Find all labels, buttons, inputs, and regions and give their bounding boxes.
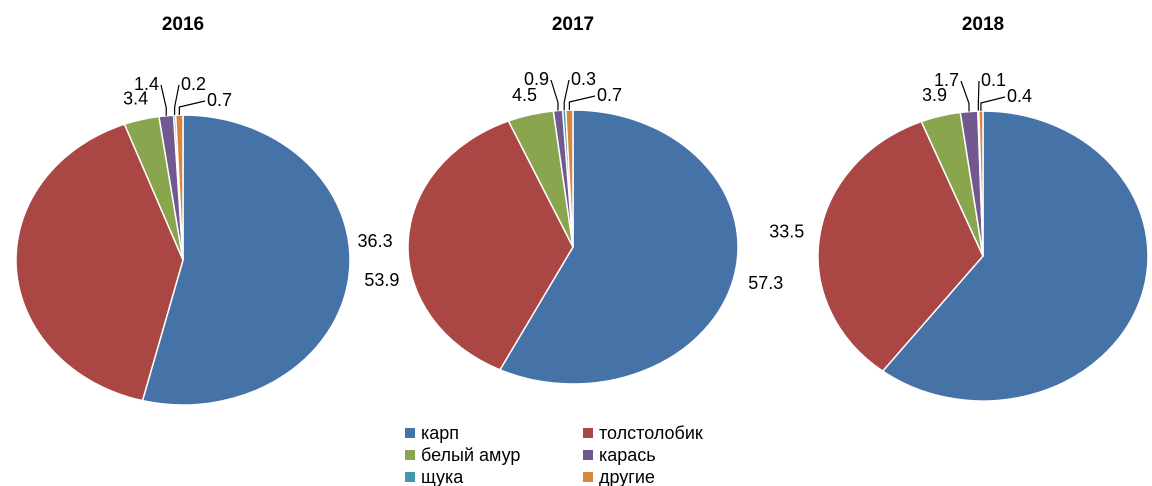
pie-slice [141, 114, 351, 406]
leader-line [980, 96, 1006, 112]
leader-line [960, 80, 970, 112]
leader-line [977, 80, 980, 112]
data-label: 3.4 [123, 89, 148, 109]
pie-slice [881, 110, 1149, 402]
leader-line [550, 79, 559, 111]
pie-slice [817, 120, 984, 373]
data-label: 0.7 [207, 90, 232, 110]
legend-label: белый амур [421, 445, 520, 465]
legend-swatch [583, 450, 593, 460]
data-label: 0.3 [571, 69, 596, 89]
legend-label: другие [599, 467, 655, 486]
legend-label: толстолобик [599, 423, 703, 443]
data-label: 0.2 [181, 74, 206, 94]
data-label: 1.4 [134, 74, 159, 94]
data-label: 0.7 [597, 85, 622, 105]
chart-title: 2017 [552, 14, 594, 35]
legend-swatch [405, 428, 415, 438]
legend-swatch [583, 428, 593, 438]
pie-slice [978, 110, 984, 257]
legend-swatch [405, 472, 415, 482]
data-label: 57.3 [748, 273, 783, 293]
data-label: 0.1 [981, 70, 1006, 90]
pie-slice [407, 120, 574, 371]
legend-swatch [405, 450, 415, 460]
data-label: 36.3 [358, 231, 393, 251]
legend-label: щука [421, 467, 464, 486]
data-label: 0.9 [524, 69, 549, 89]
chart-title: 2018 [962, 14, 1004, 35]
pie-slice [15, 123, 184, 402]
data-label: 33.5 [769, 221, 804, 241]
legend-swatch [583, 472, 593, 482]
data-label: 1.7 [934, 70, 959, 90]
data-label: 3.9 [922, 85, 947, 105]
leader-line [563, 79, 570, 111]
pie-slice [498, 109, 739, 385]
chart-title: 2016 [162, 14, 204, 35]
data-label: 53.9 [364, 270, 399, 290]
data-label: 4.5 [512, 85, 537, 105]
legend-label: карп [421, 423, 459, 443]
leader-line [160, 84, 167, 116]
legend-label: карась [599, 445, 656, 465]
leader-line [178, 100, 206, 116]
leader-line [174, 84, 180, 116]
data-label: 0.4 [1007, 86, 1032, 106]
leader-line [568, 95, 596, 111]
